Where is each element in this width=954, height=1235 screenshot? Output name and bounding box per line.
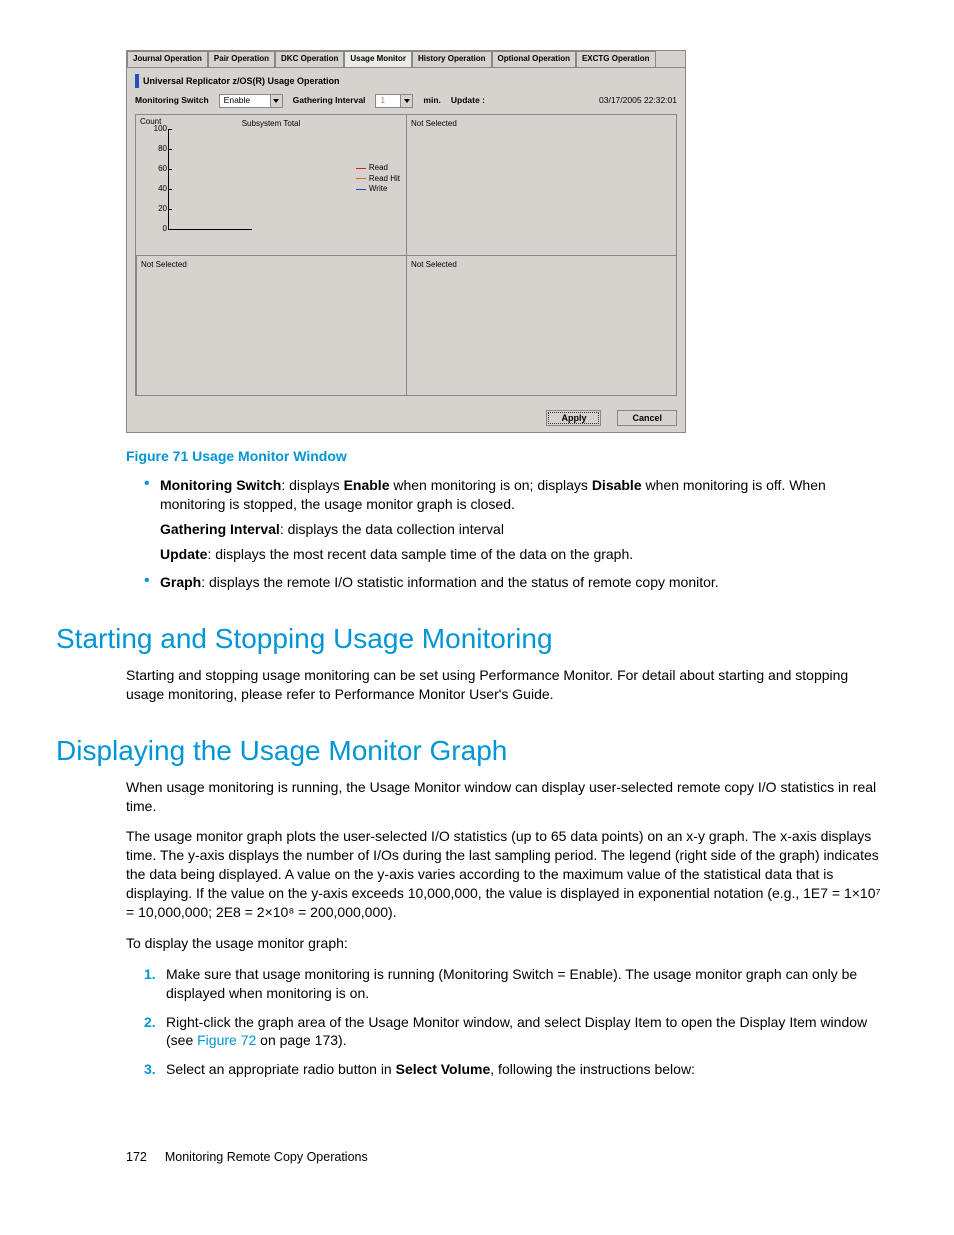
chart-panel-subsystem-total[interactable]: Subsystem Total Count 100806040200 ReadR… — [136, 115, 406, 255]
legend-item: Read — [356, 163, 400, 174]
ytick: 100 — [140, 124, 172, 135]
monitoring-switch-label: Monitoring Switch — [135, 95, 209, 106]
text: : displays — [281, 477, 343, 493]
term-graph: Graph — [160, 574, 201, 590]
term-enable: Enable — [344, 477, 390, 493]
heading-starting-stopping: Starting and Stopping Usage Monitoring — [56, 620, 884, 658]
text: , following the instructions below: — [490, 1061, 695, 1077]
heading-displaying-graph: Displaying the Usage Monitor Graph — [56, 732, 884, 770]
link-figure-72[interactable]: Figure 72 — [197, 1032, 256, 1048]
ytick: 40 — [140, 184, 172, 195]
tab-usage-monitor[interactable]: Usage Monitor — [344, 51, 412, 67]
step-1: Make sure that usage monitoring is runni… — [144, 965, 884, 1003]
ytick: 0 — [140, 224, 172, 235]
tab-body: Universal Replicator z/OS(R) Usage Opera… — [127, 68, 685, 404]
text: : displays the most recent data sample t… — [207, 546, 633, 562]
chart-title: Subsystem Total — [140, 119, 402, 130]
text: Select an appropriate radio button in — [166, 1061, 396, 1077]
tab-optional-operation[interactable]: Optional Operation — [492, 51, 576, 67]
tab-pair-operation[interactable]: Pair Operation — [208, 51, 275, 67]
page-footer: 172 Monitoring Remote Copy Operations — [56, 1149, 884, 1166]
update-timestamp: 03/17/2005 22:32:01 — [599, 95, 677, 106]
step-3: Select an appropriate radio button in Se… — [144, 1060, 884, 1079]
tabstrip: Journal Operation Pair Operation DKC Ope… — [127, 51, 685, 68]
text: : displays the remote I/O statistic info… — [201, 574, 718, 590]
not-selected-label: Not Selected — [411, 119, 672, 130]
step-2: Right-click the graph area of the Usage … — [144, 1013, 884, 1051]
ytick: 20 — [140, 204, 172, 215]
section1-body: Starting and stopping usage monitoring c… — [126, 666, 884, 704]
usage-monitor-window: Journal Operation Pair Operation DKC Ope… — [126, 50, 686, 433]
tab-history-operation[interactable]: History Operation — [412, 51, 492, 67]
monitoring-switch-value: Enable — [220, 95, 270, 106]
text: : displays the data collection interval — [280, 521, 504, 537]
not-selected-label: Not Selected — [141, 260, 402, 271]
chart-legend: ReadRead HitWrite — [356, 163, 400, 195]
gathering-interval-label: Gathering Interval — [293, 95, 366, 106]
term-gathering-interval: Gathering Interval — [160, 521, 280, 537]
gathering-interval-dropdown[interactable]: 1 — [375, 94, 413, 108]
text: when monitoring is on; displays — [389, 477, 591, 493]
chapter-title: Monitoring Remote Copy Operations — [165, 1149, 368, 1166]
gathering-interval-value: 1 — [376, 95, 400, 106]
section2-p2: The usage monitor graph plots the user-s… — [126, 827, 884, 921]
chart-panel-4[interactable]: Not Selected — [406, 255, 676, 395]
tab-exctg-operation[interactable]: EXCTG Operation — [576, 51, 656, 67]
tab-dkc-operation[interactable]: DKC Operation — [275, 51, 344, 67]
ytick: 60 — [140, 164, 172, 175]
term-monitoring-switch: Monitoring Switch — [160, 477, 281, 493]
cancel-button[interactable]: Cancel — [617, 410, 677, 426]
figure-caption: Figure 71 Usage Monitor Window — [126, 447, 884, 466]
term-update: Update — [160, 546, 207, 562]
section2-p1: When usage monitoring is running, the Us… — [126, 778, 884, 816]
chart-panel-3[interactable]: Not Selected — [136, 255, 406, 395]
legend-item: Read Hit — [356, 174, 400, 185]
legend-item: Write — [356, 184, 400, 195]
term-disable: Disable — [592, 477, 642, 493]
bullet-monitoring-switch: Monitoring Switch: displays Enable when … — [144, 476, 884, 564]
tab-journal-operation[interactable]: Journal Operation — [127, 51, 208, 67]
chart-panel-2[interactable]: Not Selected — [406, 115, 676, 255]
section2-lead: To display the usage monitor graph: — [126, 934, 884, 953]
apply-button[interactable]: Apply — [546, 410, 601, 426]
ytick: 80 — [140, 144, 172, 155]
chevron-down-icon — [270, 95, 282, 107]
gathering-interval-unit: min. — [423, 95, 440, 106]
chart-panel-grid: Subsystem Total Count 100806040200 ReadR… — [135, 114, 677, 396]
title-accent-bar — [135, 74, 139, 88]
term-select-volume: Select Volume — [396, 1061, 491, 1077]
text: on page 173). — [256, 1032, 346, 1048]
page-number: 172 — [126, 1149, 147, 1166]
not-selected-label: Not Selected — [411, 260, 672, 271]
panel-title: Universal Replicator z/OS(R) Usage Opera… — [143, 75, 340, 87]
update-label: Update : — [451, 95, 485, 106]
bullet-graph: Graph: displays the remote I/O statistic… — [144, 573, 884, 592]
monitoring-switch-dropdown[interactable]: Enable — [219, 94, 283, 108]
chevron-down-icon — [400, 95, 412, 107]
